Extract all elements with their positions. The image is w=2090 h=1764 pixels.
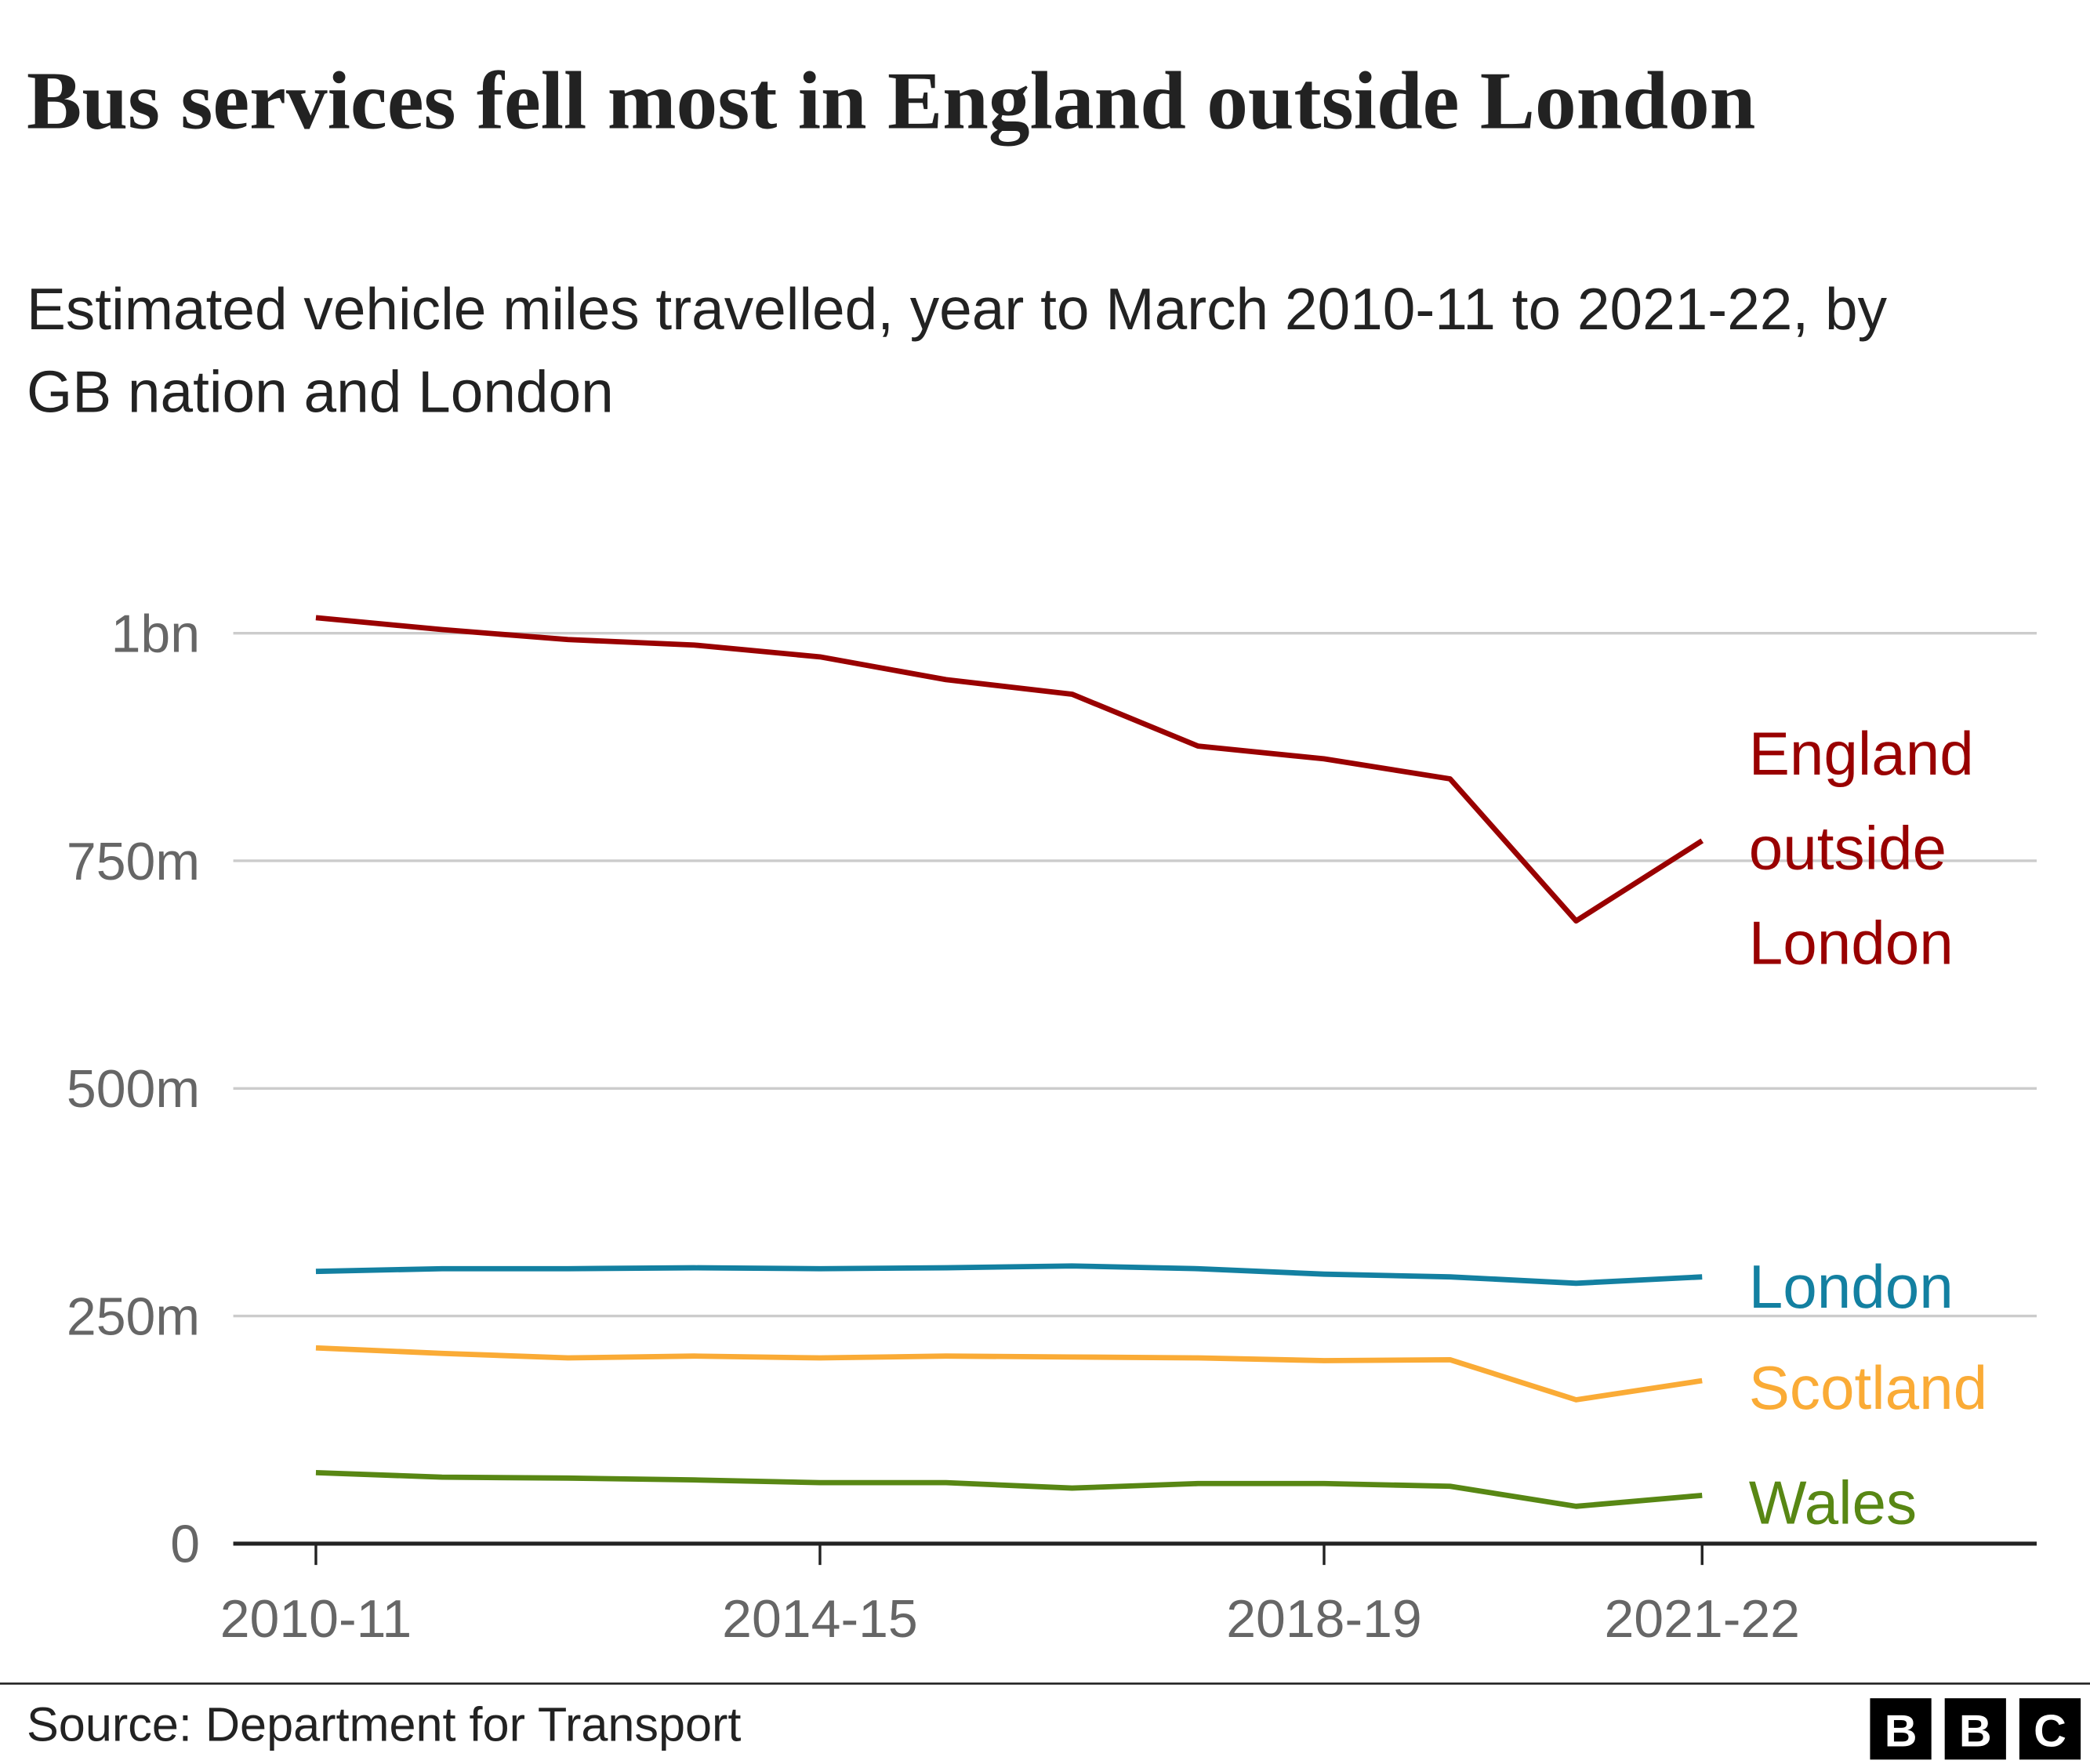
logo-block bbox=[2019, 1698, 2081, 1760]
y-tick-label: 1bn bbox=[111, 604, 200, 663]
series-line bbox=[315, 1469, 1703, 1509]
subtitle-box: Estimated vehicle miles travelled, year … bbox=[27, 277, 1888, 426]
logo-letter: C bbox=[2034, 1706, 2066, 1756]
x-tick-label: 2018-19 bbox=[1226, 1589, 1422, 1649]
logo-letter: B bbox=[1959, 1706, 1992, 1756]
series-label: Scotland bbox=[1748, 1352, 1988, 1423]
chart-subtitle: Estimated vehicle miles travelled, year … bbox=[27, 277, 1888, 426]
series-label: England outside London bbox=[1748, 718, 1974, 978]
y-tick-label: 750m bbox=[67, 832, 200, 891]
logo-letter: B bbox=[1885, 1706, 1918, 1756]
series-label-box: England outside London bbox=[1748, 718, 1974, 978]
x-tick-label: 2014-15 bbox=[722, 1589, 918, 1649]
y-tick-label: 500m bbox=[67, 1059, 200, 1119]
logo-block bbox=[1870, 1698, 1932, 1760]
y-tick-label: 0 bbox=[170, 1515, 200, 1574]
plot: 0 250m 500m 750m 1bn 2010-11 2014-15 2018-19 202… bbox=[67, 604, 2037, 1649]
series-line bbox=[315, 615, 1704, 924]
series-label: London bbox=[1748, 1251, 1954, 1321]
chart-title: Bus services fell most in England outsid… bbox=[27, 56, 1756, 147]
series-line bbox=[315, 1345, 1703, 1403]
x-tick-label: 2021-22 bbox=[1604, 1589, 1800, 1649]
y-tick-label: 250m bbox=[67, 1287, 200, 1346]
series-line bbox=[315, 1263, 1703, 1287]
x-tick-label: 2010-11 bbox=[220, 1589, 412, 1649]
series-label-box: Wales bbox=[1748, 1468, 1918, 1537]
series-label: Wales bbox=[1748, 1468, 1918, 1537]
source: Source: Department for Transport bbox=[27, 1698, 741, 1751]
logo-block bbox=[1944, 1698, 2006, 1760]
series-label-box: London bbox=[1748, 1251, 1954, 1321]
series-label-box: Scotland bbox=[1748, 1352, 1988, 1423]
title-box: Bus services fell most in England outsid… bbox=[27, 56, 1756, 147]
